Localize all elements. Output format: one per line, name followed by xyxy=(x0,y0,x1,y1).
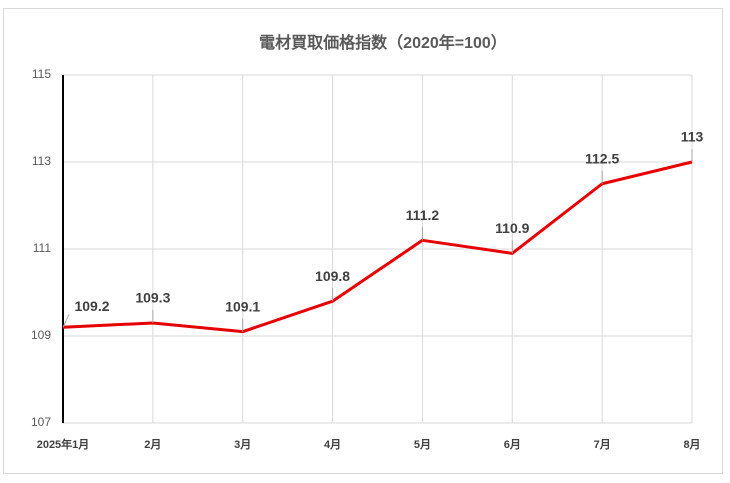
x-tick-label: 4月 xyxy=(324,438,341,451)
y-tick-label: 109 xyxy=(31,328,51,342)
data-label: 109.1 xyxy=(225,298,260,314)
data-label: 111.2 xyxy=(406,207,440,223)
x-tick-label: 7月 xyxy=(594,438,611,451)
data-label: 109.2 xyxy=(74,298,109,314)
data-label: 113 xyxy=(681,129,704,145)
x-tick-label: 2月 xyxy=(144,438,161,451)
x-tick-label: 8月 xyxy=(683,438,700,451)
data-line xyxy=(62,160,693,334)
data-label: 110.9 xyxy=(495,220,529,236)
y-tick-label: 111 xyxy=(33,241,52,255)
data-label: 112.5 xyxy=(585,150,619,166)
x-tick-label: 5月 xyxy=(414,438,431,451)
data-label: 109.8 xyxy=(315,268,350,284)
x-tick-label: 2025年1月 xyxy=(37,437,90,451)
data-label: 109.3 xyxy=(135,290,170,306)
x-tick-label: 3月 xyxy=(234,438,251,451)
x-tick-label: 6月 xyxy=(504,438,521,451)
y-tick-label: 115 xyxy=(32,67,51,81)
chart-border xyxy=(3,8,723,474)
y-tick-label: 113 xyxy=(32,154,51,168)
y-tick-label: 107 xyxy=(31,415,51,429)
chart-title: 電材買取価格指数（2020年=100） xyxy=(259,33,507,52)
leader-line xyxy=(62,314,70,328)
